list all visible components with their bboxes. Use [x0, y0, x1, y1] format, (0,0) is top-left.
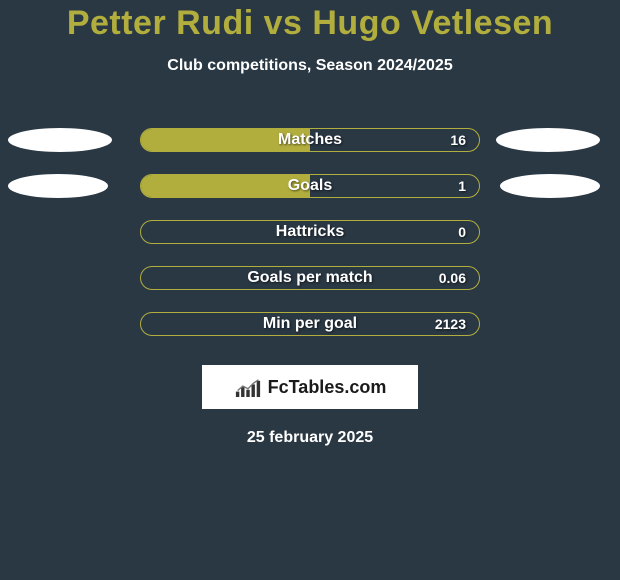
subtitle: Club competitions, Season 2024/2025 — [0, 57, 620, 75]
stat-row: Goals per match 0.06 — [0, 255, 620, 301]
player-right-dot — [500, 174, 600, 198]
stat-label: Min per goal — [263, 315, 357, 333]
stat-value-right: 16 — [450, 132, 466, 148]
comparison-card: Petter Rudi vs Hugo Vetlesen Club compet… — [0, 0, 620, 447]
stat-label: Goals — [288, 177, 332, 195]
player-right-dot — [496, 128, 600, 152]
stat-value-right: 0.06 — [439, 270, 466, 286]
stat-row: Hattricks 0 — [0, 209, 620, 255]
stat-label: Hattricks — [276, 223, 344, 241]
stat-value-right: 0 — [458, 224, 466, 240]
stat-row: Min per goal 2123 — [0, 301, 620, 347]
player-left-dot — [8, 174, 108, 198]
page-title: Petter Rudi vs Hugo Vetlesen — [0, 4, 620, 43]
stat-row: Goals 1 — [0, 163, 620, 209]
stats-list: Matches 16 Goals 1 Hattricks 0 Goals per match… — [0, 117, 620, 347]
stat-value-right: 2123 — [435, 316, 466, 332]
date-label: 25 february 2025 — [0, 429, 620, 447]
stat-value-right: 1 — [458, 178, 466, 194]
stat-label: Matches — [278, 131, 342, 149]
stat-label: Goals per match — [247, 269, 372, 287]
logo-chart-icon — [234, 376, 262, 398]
stat-row: Matches 16 — [0, 117, 620, 163]
stat-bar-fill-left — [141, 175, 310, 197]
player-left-dot — [8, 128, 112, 152]
logo-text: FcTables.com — [268, 377, 387, 398]
logo[interactable]: FcTables.com — [202, 365, 418, 409]
